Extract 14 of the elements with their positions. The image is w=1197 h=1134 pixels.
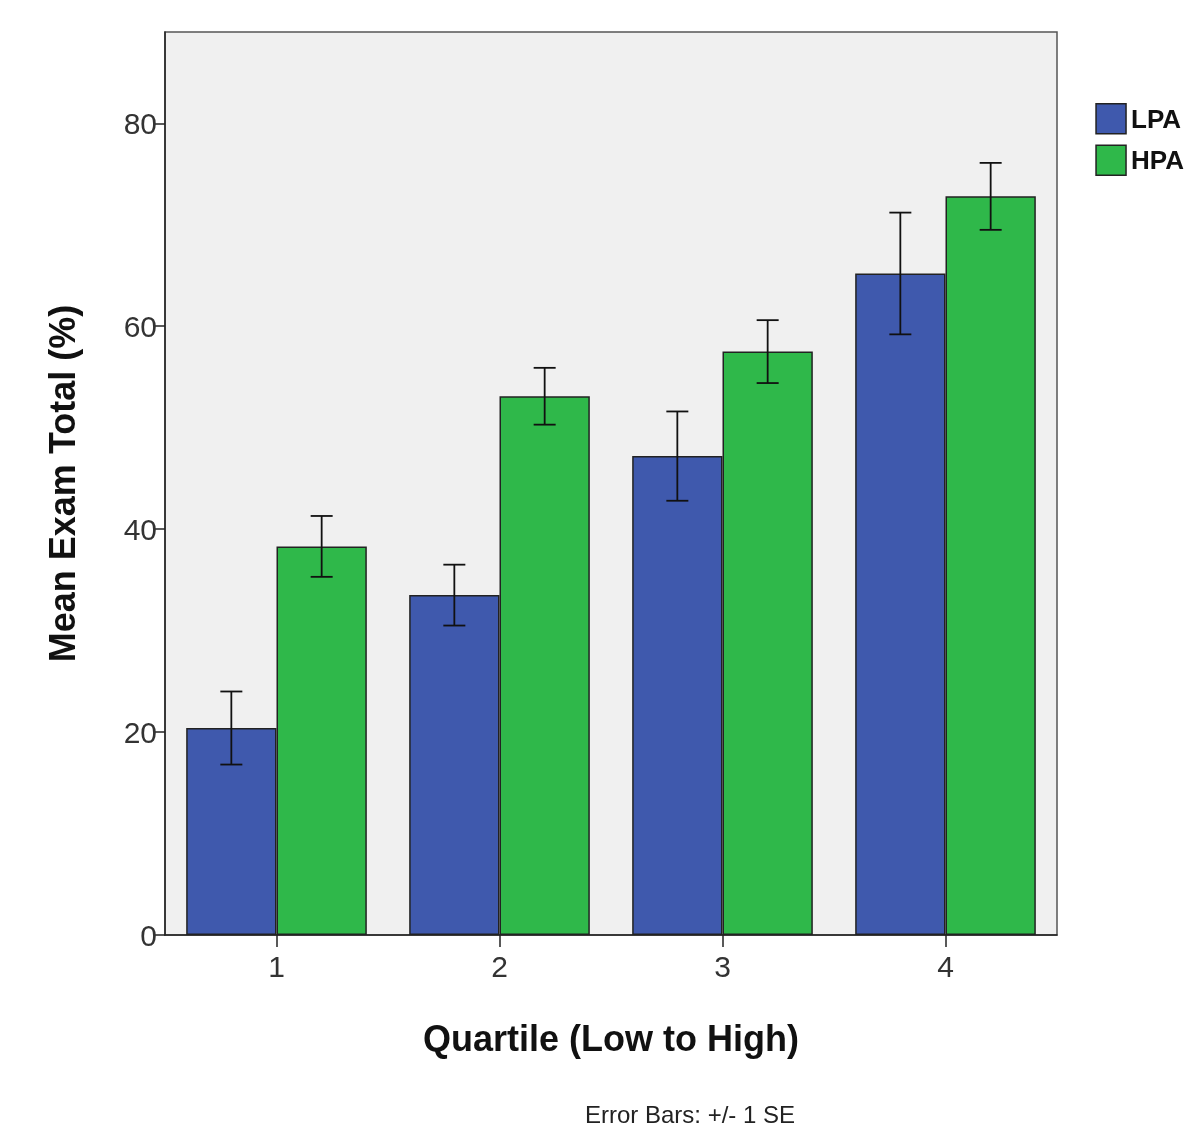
legend-label: LPA xyxy=(1131,103,1182,134)
x-tick-label: 2 xyxy=(491,949,508,983)
y-tick-label: 0 xyxy=(140,918,157,952)
x-axis-title: Quartile (Low to High) xyxy=(423,1017,799,1059)
y-tick-label: 80 xyxy=(123,106,157,140)
x-tick-label: 4 xyxy=(937,949,954,983)
y-axis-title: Mean Exam Total (%) xyxy=(41,304,83,663)
y-tick-label: 60 xyxy=(123,309,157,343)
y-tick-label: 20 xyxy=(123,715,157,749)
text: Error Bars: +/- 1 SE xyxy=(585,1100,796,1128)
y-tick-label: 40 xyxy=(123,512,157,546)
x-tick-label: 1 xyxy=(268,949,285,983)
legend-label: HPA xyxy=(1131,145,1185,176)
x-tick-label: 3 xyxy=(714,949,731,983)
